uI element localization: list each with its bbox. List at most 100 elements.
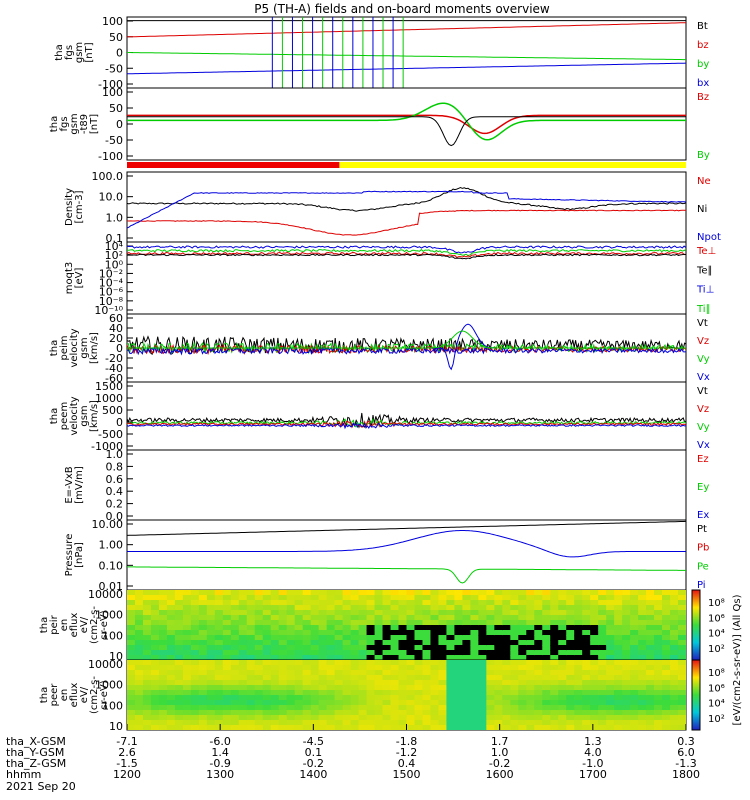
- spectrogram-cell: [302, 725, 312, 730]
- spectrogram-cell: [494, 650, 503, 656]
- spectrogram-cell: [630, 685, 639, 691]
- spectrogram-cell: [590, 635, 599, 641]
- spectrogram-cell: [614, 625, 623, 631]
- spectrogram-cell: [614, 710, 623, 716]
- spectrogram-cell: [446, 670, 456, 676]
- spectrogram-cell: [174, 675, 184, 681]
- spectrogram-cell: [422, 690, 432, 696]
- spectrogram-cell: [254, 610, 264, 616]
- spectrogram-cell: [326, 645, 336, 651]
- spectrogram-cell: [654, 630, 663, 636]
- plot-area: [127, 660, 686, 730]
- spectrogram-cell: [318, 615, 328, 621]
- spectrogram-cell: [510, 660, 519, 666]
- spectrogram-cell: [670, 660, 679, 666]
- spectrogram-cell: [646, 680, 655, 686]
- spectrogram-cell: [558, 595, 567, 601]
- spectrogram-cell: [606, 675, 615, 681]
- spectrogram-cell: [127, 650, 136, 656]
- spectrogram-cell: [342, 590, 352, 596]
- spectrogram-cell: [670, 710, 679, 716]
- spectrogram-cell: [606, 640, 615, 646]
- spectrogram-cell: [238, 600, 248, 606]
- spectrogram-cell: [534, 725, 543, 730]
- spectrogram-cell: [246, 725, 256, 730]
- spectrogram-cell: [510, 675, 519, 681]
- spectrogram-cell: [270, 715, 280, 721]
- spectrogram-cell: [670, 655, 679, 660]
- orbit-value: -4.5: [303, 735, 324, 748]
- colorbar-tick: 10⁶: [708, 683, 725, 694]
- spectrogram-cell: [542, 630, 551, 636]
- spectrogram-cell: [598, 600, 607, 606]
- spectrogram-cell: [630, 665, 639, 671]
- spectrogram-cell: [670, 605, 679, 611]
- legend-entry: bx: [697, 78, 709, 89]
- ytick-label: 10000: [88, 588, 123, 601]
- spectrogram-cell: [206, 645, 216, 651]
- spectrogram-cell: [462, 590, 471, 596]
- ytick-label: 0.6: [106, 473, 124, 486]
- spectrogram-cell: [478, 590, 487, 596]
- spectrogram-cell: [550, 635, 559, 641]
- spectrogram-cell: [294, 670, 304, 676]
- spectrogram-cell: [646, 655, 655, 660]
- spectrogram-cell: [310, 625, 320, 631]
- spectrogram-cell: [518, 700, 527, 706]
- spectrogram-cell: [182, 685, 192, 691]
- spectrogram-cell: [606, 695, 615, 701]
- spectrogram-cell: [174, 620, 184, 626]
- spectrogram-cell: [422, 665, 432, 671]
- spectrogram-cell: [606, 660, 615, 666]
- spectrogram-cell: [590, 695, 599, 701]
- spectrogram-cell: [670, 610, 679, 616]
- spectrogram-cell: [310, 700, 320, 706]
- spectrogram-cell: [334, 615, 344, 621]
- spectrogram-cell: [366, 645, 376, 651]
- spectrogram-cell: [238, 615, 248, 621]
- spectrogram-cell: [534, 590, 543, 596]
- spectrogram-cell: [534, 645, 543, 651]
- spectrogram-cell: [278, 605, 288, 611]
- spectrogram-cell: [158, 700, 168, 706]
- spectrogram-cell: [646, 630, 655, 636]
- spectrogram-cell: [470, 625, 479, 631]
- spectrogram-cell: [366, 655, 376, 660]
- spectrogram-cell: [654, 640, 663, 646]
- spectrogram-cell: [406, 655, 416, 660]
- spectrogram-cell: [190, 675, 200, 681]
- spectrogram-cell: [198, 670, 208, 676]
- spectrogram-cell: [662, 705, 671, 711]
- spectrogram-cell: [238, 685, 248, 691]
- spectrogram-cell: [566, 590, 575, 596]
- ylabel-line: eV/: [79, 616, 90, 633]
- spectrogram-cell: [590, 655, 599, 660]
- spectrogram-cell: [222, 705, 232, 711]
- spectrogram-cell: [654, 695, 663, 701]
- spectrogram-cell: [142, 650, 152, 656]
- spectrogram-cell: [630, 680, 639, 686]
- spectrogram-cell: [398, 620, 408, 626]
- spectrogram-cell: [670, 685, 679, 691]
- spectrogram-cell: [414, 720, 424, 726]
- spectrogram-cell: [342, 645, 352, 651]
- spectrogram-cell: [270, 700, 280, 706]
- spectrogram-cell: [326, 595, 336, 601]
- spectrogram-cell: [270, 595, 280, 601]
- spectrogram-cell: [318, 595, 328, 601]
- spectrogram-cell: [326, 665, 336, 671]
- spectrogram-cell: [254, 675, 264, 681]
- spectrogram-cell: [246, 700, 256, 706]
- spectrogram-cell: [222, 590, 232, 596]
- spectrogram-cell: [454, 695, 463, 701]
- spectrogram-cell: [486, 600, 495, 606]
- spectrogram-cell: [678, 660, 686, 666]
- spectrogram-cell: [294, 665, 304, 671]
- spectrogram-cell: [406, 620, 416, 626]
- spectrogram-cell: [478, 725, 487, 730]
- spectrogram-cell: [134, 700, 144, 706]
- spectrogram-cell: [206, 690, 216, 696]
- spectrogram-cell: [662, 620, 671, 626]
- spectrogram-cell: [454, 615, 463, 621]
- spectrogram-cell: [127, 605, 136, 611]
